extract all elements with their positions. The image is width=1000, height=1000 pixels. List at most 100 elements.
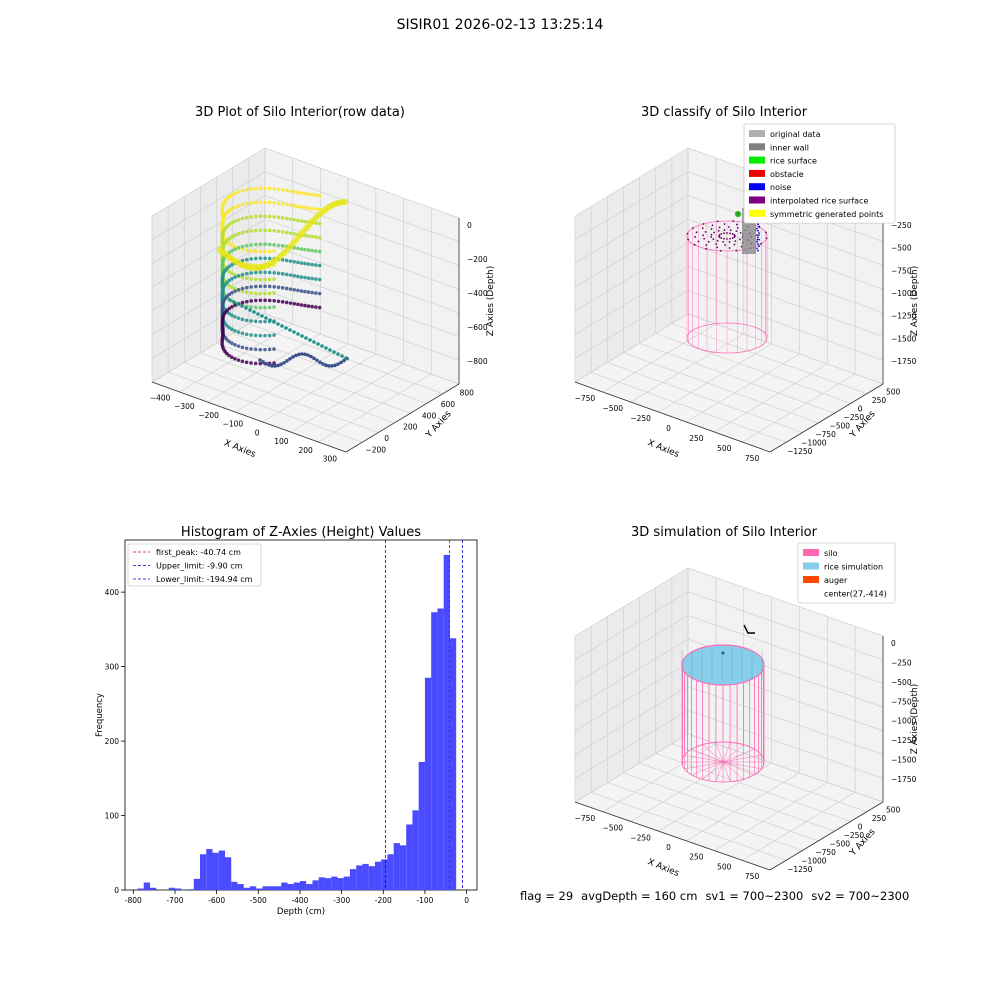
data-point [249, 291, 253, 295]
data-point [258, 256, 263, 261]
data-point [267, 333, 272, 338]
data-point [314, 291, 318, 295]
interpolated-point [765, 237, 768, 240]
data-point [230, 341, 234, 346]
grid-line [574, 662, 689, 732]
data-point [244, 271, 249, 276]
data-point [232, 300, 236, 304]
histogram-bar [143, 882, 150, 890]
interpolated-point [735, 249, 738, 252]
grid-line [687, 313, 884, 385]
interpolated-point [729, 237, 731, 240]
chart-title: 3D simulation of Silo Interior [631, 525, 818, 540]
legend-label: obstacle [770, 170, 804, 179]
data-point [249, 271, 253, 275]
data-point [267, 347, 272, 352]
data-point [296, 288, 300, 293]
grid-line [687, 266, 884, 337]
interpolated-point [705, 244, 708, 247]
grid-line [639, 342, 835, 414]
data-point [244, 360, 249, 365]
silo-floor-wire [702, 744, 724, 763]
data-point [303, 352, 307, 357]
interpolated-point [720, 237, 723, 240]
data-point [276, 201, 281, 206]
z-axis-label: Z Axies (Depth) [910, 684, 920, 755]
z-tick-label: −250 [891, 658, 912, 667]
histogram-bar [274, 886, 282, 890]
data-point [292, 301, 297, 306]
y-tick-label: −250 [844, 413, 865, 422]
data-point [306, 234, 311, 238]
noise-point [756, 247, 758, 250]
x-axis-line [151, 381, 347, 453]
grid-line [574, 591, 689, 661]
data-point [299, 303, 304, 307]
panel-histogram: Histogram of Z-Axies (Height) Values -800… [95, 525, 478, 917]
data-point [314, 263, 318, 267]
y-tick-label: 800 [460, 389, 475, 398]
data-point [341, 198, 348, 206]
grid-line [686, 353, 800, 423]
silo-floor-wire [722, 761, 755, 776]
interpolated-point [727, 226, 730, 228]
data-point [309, 354, 313, 359]
interpolated-point [758, 234, 760, 236]
data-point [284, 326, 288, 330]
interpolated-point [729, 232, 731, 235]
histogram-bar [231, 881, 238, 890]
data-point [244, 248, 249, 253]
data-point [263, 291, 267, 296]
data-point [267, 214, 272, 219]
legend-swatch [749, 196, 765, 204]
data-point [233, 328, 237, 333]
legend-label: symmetric generated points [770, 210, 883, 219]
grid-line [318, 373, 432, 443]
data-point [253, 319, 258, 324]
data-point [263, 284, 267, 289]
grid-line [574, 686, 689, 755]
data-point [240, 331, 245, 336]
legend-label: center(27,-414) [824, 590, 887, 599]
data-point [320, 344, 324, 348]
data-point [253, 214, 258, 219]
grid-line [574, 567, 689, 637]
interpolated-point [718, 226, 721, 229]
histogram-bar [362, 863, 369, 890]
data-point [267, 363, 271, 367]
data-point [284, 286, 289, 291]
x-tick-label: -400 [291, 896, 308, 905]
data-point [258, 277, 263, 282]
data-point [227, 306, 232, 311]
histogram-bar [249, 886, 257, 890]
noise-point [758, 245, 760, 248]
data-point [230, 234, 234, 239]
interpolated-point [720, 232, 723, 235]
x-tick-label: −750 [575, 394, 596, 403]
histogram-bar [381, 859, 388, 890]
silo-floor-wire [715, 761, 724, 782]
interpolated-point [739, 238, 741, 241]
grid-line [687, 195, 884, 266]
data-point [296, 260, 300, 265]
data-point [284, 272, 289, 277]
x-tick-label: 750 [745, 454, 760, 463]
data-point [284, 188, 289, 193]
z-tick-label: −1500 [891, 756, 917, 765]
histogram-bar [418, 761, 425, 890]
y-tick-label: 200 [105, 737, 120, 746]
data-point [258, 186, 263, 191]
grid-line [151, 147, 266, 217]
data-point [303, 247, 307, 252]
interpolated-point [724, 244, 727, 246]
grid-line [607, 362, 803, 433]
data-point [272, 333, 276, 337]
interpolated-point [733, 233, 736, 236]
z-tick-label: 0 [467, 221, 472, 230]
z-tick-label: −250 [891, 221, 912, 230]
data-point [240, 304, 244, 308]
z-tick-label: −1250 [891, 736, 917, 745]
data-point [267, 228, 272, 233]
grid-line [151, 171, 266, 241]
data-point [284, 300, 289, 305]
